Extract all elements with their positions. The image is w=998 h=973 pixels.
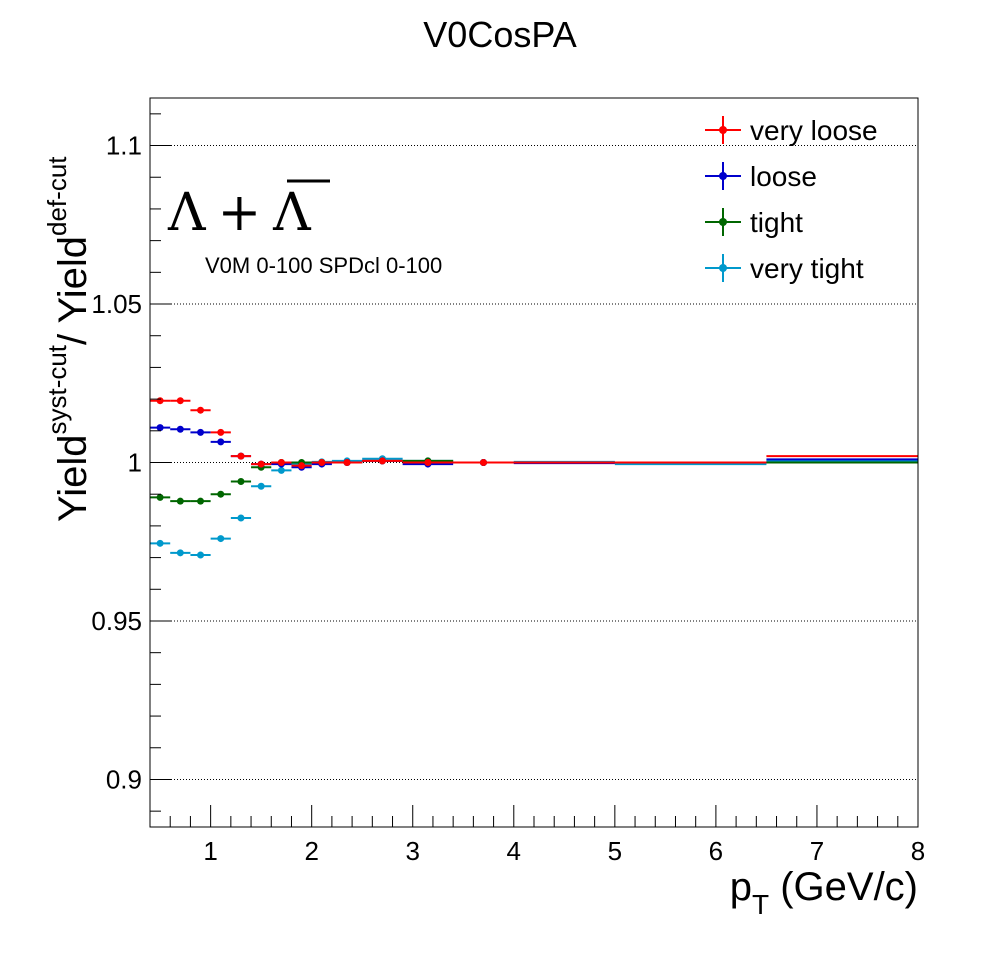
y-axis-label-den-sup: def-cut [42, 156, 72, 236]
data-point [197, 406, 205, 414]
data-point [217, 535, 225, 543]
x-axis: 1 2 3 4 5 6 7 8 [149, 805, 925, 866]
y-tick-label: 1.1 [106, 131, 142, 161]
x-tick-label: 8 [911, 836, 925, 866]
data-point [277, 459, 285, 466]
x-axis-label: pT (GeV/c) [730, 865, 918, 920]
data-point [277, 466, 285, 474]
legend-label: very tight [750, 253, 864, 284]
y-tick-label: 1 [128, 448, 142, 478]
annotation-particle-plus: + [218, 183, 262, 243]
data-point [343, 459, 351, 466]
x-tick-label: 5 [608, 836, 622, 866]
legend-item: very loose [705, 115, 878, 146]
annotation-particle: Λ + Λ [167, 183, 312, 243]
legend-marker-dot [719, 264, 727, 272]
data-point [156, 397, 164, 405]
x-tick-label: 1 [203, 836, 217, 866]
x-axis-label-sub: T [752, 889, 769, 920]
data-point [318, 459, 326, 466]
legend-label: very loose [750, 115, 878, 146]
data-point [176, 549, 184, 557]
legend-item: tight [705, 207, 803, 238]
y-tick-label: 0.95 [91, 606, 142, 636]
annotation-selection: V0M 0-100 SPDcl 0-100 [205, 253, 442, 278]
data-point [197, 428, 205, 436]
data-point [217, 438, 225, 446]
x-axis-label-rest: (GeV/c) [769, 865, 918, 909]
x-tick-label: 2 [304, 836, 318, 866]
x-tick-label: 6 [709, 836, 723, 866]
series-layer [150, 397, 918, 559]
data-point [217, 490, 225, 498]
x-tick-label: 3 [406, 836, 420, 866]
y-tick-label: 1.05 [91, 289, 142, 319]
annotation-particle-b: Λ [272, 183, 312, 243]
legend: very loose loose tight very tight [705, 115, 878, 284]
x-tick-label: 7 [810, 836, 824, 866]
series-very-loose [150, 397, 918, 470]
legend-item: very tight [705, 253, 864, 284]
data-point [237, 452, 245, 460]
data-point [237, 514, 245, 522]
data-point [217, 428, 225, 436]
annotation-particle-a: Λ [167, 183, 207, 243]
data-point [156, 424, 164, 432]
y-tick-label: 0.9 [106, 764, 142, 794]
data-point [479, 459, 487, 466]
legend-label: loose [750, 161, 817, 192]
legend-marker-dot [719, 172, 727, 180]
y-axis-label-sep: / Yield [51, 236, 95, 345]
legend-marker-dot [719, 218, 727, 226]
x-tick-label: 4 [507, 836, 521, 866]
data-point [176, 497, 184, 505]
y-axis: 0.9 0.95 1 1.05 1.1 [91, 113, 172, 812]
legend-item: loose [705, 161, 817, 192]
data-point [176, 425, 184, 433]
y-axis-label: Yieldsyst-cut/ Yielddef-cut [42, 156, 95, 522]
data-point [156, 539, 164, 547]
data-point [156, 493, 164, 501]
legend-marker-dot [719, 126, 727, 134]
y-axis-label-num: Yield [51, 435, 95, 522]
data-point [257, 460, 265, 468]
data-point [197, 497, 205, 505]
legend-label: tight [750, 207, 803, 238]
y-axis-label-num-sup: syst-cut [42, 344, 72, 434]
data-point [378, 457, 386, 465]
data-point [257, 482, 265, 490]
data-point [197, 551, 205, 559]
data-point [298, 462, 306, 470]
x-axis-label-main: p [730, 865, 752, 909]
data-point [237, 478, 245, 486]
chart-title: V0CosPA [423, 14, 576, 55]
data-point [424, 459, 432, 466]
data-point [176, 397, 184, 405]
